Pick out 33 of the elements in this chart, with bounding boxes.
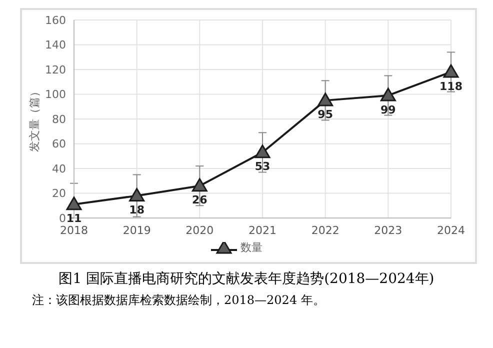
point <box>318 92 334 106</box>
point <box>129 188 145 202</box>
legend-label: 数量 <box>239 241 262 254</box>
data-label: 99 <box>380 103 396 116</box>
point <box>443 64 459 78</box>
y-tick-label: 0 <box>59 212 66 225</box>
data-label: 11 <box>66 212 82 226</box>
x-tick-label: 2022 <box>311 224 340 237</box>
data-label: 53 <box>254 160 270 174</box>
y-tick-label: 60 <box>52 138 66 151</box>
x-tick-label: 2021 <box>248 224 276 237</box>
data-label: 118 <box>440 80 462 93</box>
point <box>192 178 208 192</box>
x-tick-label: 2018 <box>60 224 88 237</box>
y-tick-label: 100 <box>45 88 66 102</box>
y-axis-title: 发文量（篇） <box>28 86 41 152</box>
text: 注：该图根据数据库检索数据绘制，2018—2024 年。 <box>31 292 326 309</box>
y-tick-label: 140 <box>45 38 66 52</box>
point <box>254 144 270 158</box>
x-tick-label: 2023 <box>374 224 402 237</box>
y-tick-label: 120 <box>45 63 66 76</box>
x-tick-label: 2024 <box>437 224 465 237</box>
x-tick-label: 2019 <box>122 224 151 237</box>
y-tick-label: 80 <box>52 112 66 126</box>
x-tick-label: 2020 <box>186 224 214 237</box>
y-tick-label: 160 <box>45 14 66 27</box>
y-tick-label: 20 <box>52 187 66 200</box>
point <box>380 88 396 102</box>
data-label: 95 <box>318 108 333 122</box>
y-tick-label: 40 <box>52 162 66 176</box>
text: 图1 国际直播电商研究的文献发表年度趋势(2018—2024年) <box>58 270 436 288</box>
data-label: 18 <box>129 204 144 217</box>
data-label: 26 <box>192 194 208 207</box>
